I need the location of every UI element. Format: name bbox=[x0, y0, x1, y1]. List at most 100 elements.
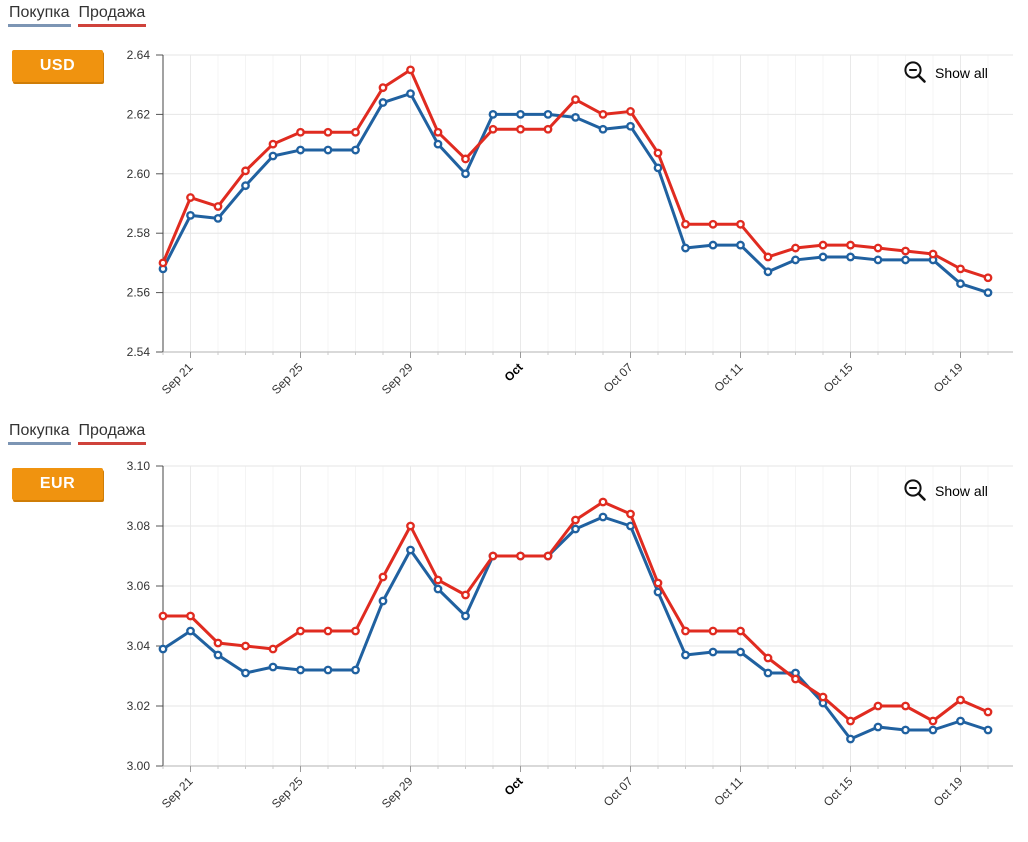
series-buy-marker bbox=[653, 163, 663, 173]
x-axis-label: Sep 29 bbox=[379, 360, 416, 397]
legend-item-buy[interactable]: Покупка bbox=[8, 421, 71, 445]
x-axis-label: Oct 07 bbox=[601, 360, 636, 395]
x-axis-label: Sep 25 bbox=[269, 774, 306, 811]
series-buy-marker bbox=[708, 240, 718, 250]
x-axis-label: Oct 07 bbox=[601, 774, 636, 809]
series-buy-marker bbox=[461, 169, 470, 179]
series-buy-marker bbox=[763, 267, 773, 277]
y-axis-label: 3.10 bbox=[127, 459, 151, 473]
eur-chart-legend: Покупка Продажа bbox=[8, 421, 147, 445]
series-sell-marker bbox=[598, 110, 608, 119]
series-buy-marker bbox=[791, 255, 800, 265]
usd-chart-legend: Покупка Продажа bbox=[8, 3, 147, 27]
x-axis-label: Oct 15 bbox=[821, 360, 856, 395]
series-buy-marker bbox=[956, 716, 965, 726]
series-sell-marker bbox=[763, 252, 773, 262]
x-axis-label: Sep 21 bbox=[159, 774, 196, 811]
series-buy-marker bbox=[296, 145, 305, 155]
x-axis-label: Oct 11 bbox=[711, 774, 745, 808]
series-buy-marker bbox=[736, 240, 745, 250]
y-axis-label: 2.56 bbox=[127, 286, 151, 300]
series-sell-marker bbox=[213, 638, 223, 648]
series-sell-marker bbox=[901, 701, 910, 711]
y-axis-label: 2.64 bbox=[127, 48, 151, 62]
series-buy-marker bbox=[901, 255, 910, 265]
legend-item-sell[interactable]: Продажа bbox=[77, 421, 147, 445]
series-sell-marker bbox=[736, 219, 745, 229]
series-buy-marker bbox=[846, 252, 855, 262]
series-buy-marker bbox=[406, 545, 415, 555]
series-buy-marker bbox=[433, 584, 443, 594]
legend-item-buy[interactable]: Покупка bbox=[8, 3, 71, 27]
series-buy-marker bbox=[653, 587, 663, 597]
series-sell-marker bbox=[681, 626, 690, 636]
series-sell-marker bbox=[928, 249, 938, 259]
series-sell-marker bbox=[873, 243, 883, 253]
series-sell-marker bbox=[736, 626, 745, 636]
series-sell-marker bbox=[763, 653, 773, 663]
series-buy-marker bbox=[818, 252, 828, 262]
series-buy-marker bbox=[598, 124, 608, 134]
series-sell-marker bbox=[268, 644, 278, 654]
series-sell-marker bbox=[983, 273, 993, 283]
series-buy-marker bbox=[708, 647, 718, 657]
series-sell-marker bbox=[461, 590, 470, 600]
series-sell-marker bbox=[268, 139, 278, 149]
series-sell-marker bbox=[241, 641, 250, 651]
series-sell-marker bbox=[186, 611, 195, 621]
series-buy-marker bbox=[681, 650, 690, 660]
series-buy-marker bbox=[763, 668, 773, 678]
series-sell-marker bbox=[818, 240, 828, 250]
series-buy-marker bbox=[846, 734, 855, 744]
series-sell-marker bbox=[488, 551, 498, 561]
series-sell-marker bbox=[296, 626, 305, 636]
series-buy-marker bbox=[158, 644, 168, 654]
series-buy-marker bbox=[983, 725, 993, 735]
series-buy-marker bbox=[681, 243, 690, 253]
series-sell-marker bbox=[626, 509, 635, 519]
series-sell-marker bbox=[351, 127, 360, 137]
series-buy-marker bbox=[983, 288, 993, 297]
series-sell-marker bbox=[681, 219, 690, 229]
show-all-button-eur[interactable]: Show all bbox=[901, 476, 990, 505]
series-buy-marker bbox=[378, 98, 388, 107]
series-buy-marker bbox=[901, 725, 910, 735]
y-axis-label: 2.54 bbox=[127, 345, 151, 359]
series-sell-marker bbox=[406, 521, 415, 531]
series-buy-marker bbox=[433, 139, 443, 149]
series-sell-marker bbox=[158, 611, 168, 621]
series-buy-marker bbox=[873, 255, 883, 265]
series-sell-marker bbox=[296, 127, 305, 137]
x-axis-label: Oct 19 bbox=[931, 774, 966, 809]
x-axis-label: Sep 21 bbox=[159, 360, 196, 397]
series-buy-marker bbox=[186, 626, 195, 636]
x-axis-label: Oct 15 bbox=[821, 774, 856, 809]
series-buy-marker bbox=[241, 181, 250, 191]
series-buy-marker bbox=[571, 112, 580, 122]
series-sell-marker bbox=[378, 83, 388, 93]
show-all-label: Show all bbox=[935, 482, 988, 499]
usd-currency-badge: USD bbox=[12, 50, 103, 82]
series-buy-marker bbox=[213, 213, 223, 223]
series-sell-marker bbox=[791, 243, 800, 253]
series-sell-marker bbox=[626, 107, 635, 116]
series-buy-marker bbox=[488, 110, 498, 119]
series-buy-marker bbox=[268, 662, 278, 672]
series-sell-marker bbox=[571, 515, 580, 525]
series-sell-marker bbox=[791, 674, 800, 684]
eur-chart-card: 3.00 3.02 3.04 3.06 3.08 3.10 Sep 21 Sep 25 Sep … bbox=[0, 418, 1028, 842]
series-buy-marker bbox=[956, 279, 965, 289]
series-buy-marker bbox=[241, 668, 250, 678]
series-sell-marker bbox=[378, 572, 388, 582]
series-sell-marker bbox=[846, 240, 855, 250]
series-buy-marker bbox=[736, 647, 745, 657]
y-axis-label: 3.04 bbox=[127, 639, 151, 653]
series-buy-marker bbox=[351, 145, 360, 155]
show-all-button-usd[interactable]: Show all bbox=[901, 58, 990, 87]
x-axis-label: Sep 25 bbox=[269, 360, 306, 397]
series-buy-marker bbox=[268, 151, 278, 161]
series-sell-marker bbox=[241, 166, 250, 176]
series-sell-marker bbox=[653, 578, 663, 588]
series-sell-marker bbox=[901, 246, 910, 256]
legend-item-sell[interactable]: Продажа bbox=[77, 3, 147, 27]
